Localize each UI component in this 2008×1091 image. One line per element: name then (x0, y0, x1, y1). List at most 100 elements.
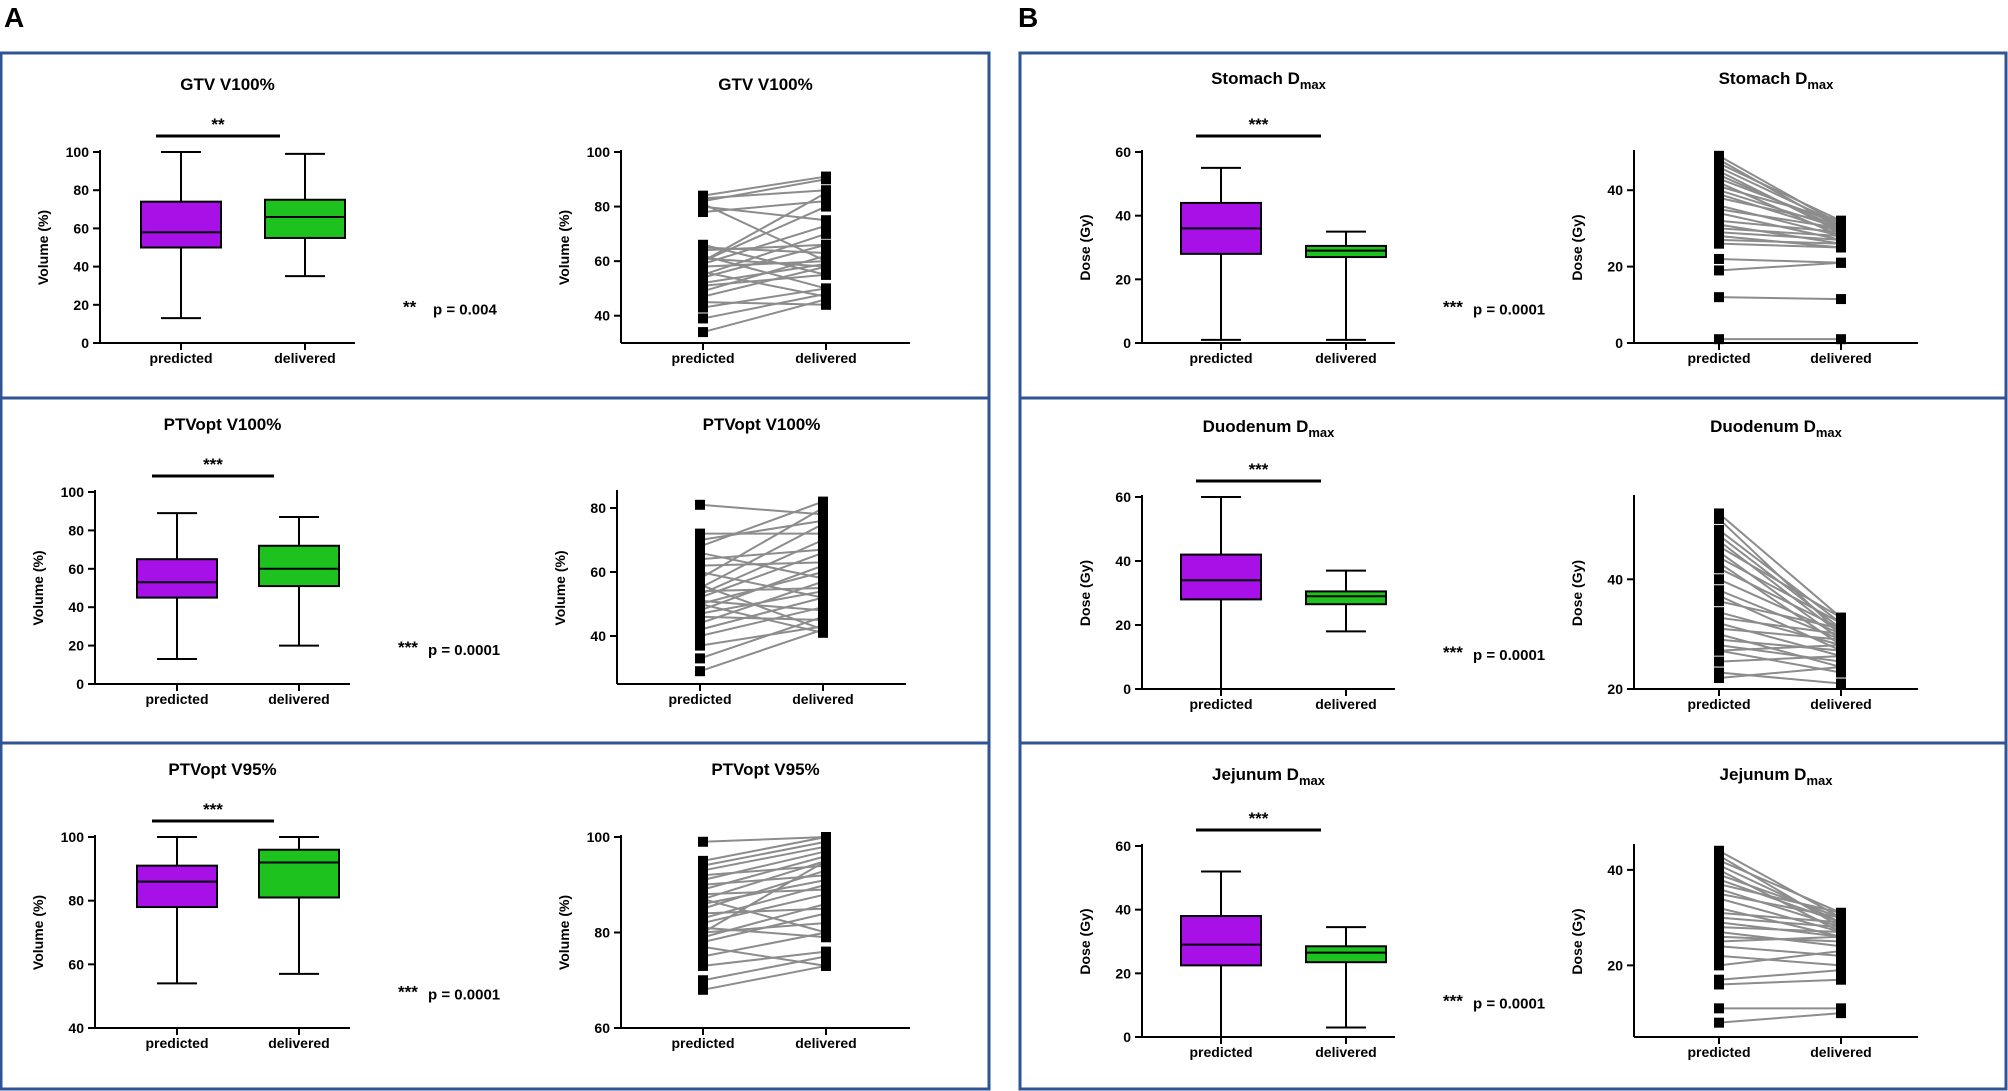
chart-8: Stomach Dmax 0 20 40 predicted delivered Dose … (1569, 69, 1918, 366)
point-predicted (1714, 585, 1724, 596)
point-predicted (1714, 513, 1724, 524)
y-tick-label: 40 (73, 259, 89, 275)
y-axis-label: Volume (%) (552, 550, 568, 625)
point-predicted (1714, 150, 1724, 161)
y-tick-label: 20 (1607, 259, 1623, 275)
point-predicted (698, 256, 708, 267)
point-predicted (698, 201, 708, 212)
point-predicted (1714, 845, 1724, 856)
point-predicted (698, 250, 708, 261)
pair-line (702, 192, 827, 263)
x-tick-label: predicted (1687, 350, 1750, 366)
point-delivered (1836, 912, 1846, 923)
pair-line (699, 571, 824, 605)
pair-line (699, 523, 824, 589)
pair-line (1718, 978, 1842, 986)
point-predicted (1714, 667, 1724, 678)
test-stars: *** (1443, 298, 1463, 317)
point-predicted (698, 267, 708, 278)
y-tick-label: 40 (1607, 182, 1623, 198)
point-delivered (818, 509, 828, 520)
point-predicted (1714, 508, 1724, 519)
pair-line (699, 606, 824, 637)
test-stars: *** (1443, 643, 1463, 662)
pair-line (702, 836, 827, 862)
x-tick-label: predicted (145, 1035, 208, 1051)
pair-line (1718, 883, 1842, 914)
x-tick-label: delivered (1315, 696, 1376, 712)
point-delivered (1836, 960, 1846, 971)
chart-title: PTVopt V95% (711, 760, 819, 779)
pair-line (1718, 235, 1842, 249)
pair-line (1718, 644, 1842, 663)
pair-line (699, 587, 824, 593)
y-tick-label: 20 (1607, 681, 1623, 697)
pair-line (1718, 1012, 1842, 1024)
test-stars: *** (1443, 992, 1463, 1011)
point-predicted (1714, 231, 1724, 242)
pair-line (1718, 649, 1842, 674)
point-predicted (1714, 552, 1724, 563)
point-predicted (695, 608, 705, 619)
point-delivered (1836, 294, 1846, 305)
point-predicted (695, 528, 705, 539)
pair-line (1718, 540, 1842, 635)
point-predicted (695, 554, 705, 565)
panel-frame (1018, 51, 2008, 400)
point-delivered (1836, 922, 1846, 933)
x-tick-label: delivered (795, 350, 856, 366)
pair-line (1718, 242, 1842, 249)
point-predicted (1714, 596, 1724, 607)
y-tick-label: 20 (1115, 965, 1131, 981)
point-predicted (695, 640, 705, 651)
point-delivered (818, 586, 828, 597)
point-delivered (818, 515, 828, 526)
y-tick-label: 40 (1115, 208, 1131, 224)
y-tick-label: 40 (1607, 862, 1623, 878)
pair-line (702, 254, 827, 290)
chart-title: PTVopt V100% (703, 415, 821, 434)
point-delivered (1836, 640, 1846, 651)
point-predicted (1714, 546, 1724, 557)
point-predicted (1714, 253, 1724, 264)
y-tick-label: 100 (587, 829, 611, 845)
pair-line (699, 500, 824, 548)
point-delivered (821, 185, 831, 196)
significance-stars: *** (1249, 809, 1269, 828)
point-delivered (1836, 950, 1846, 961)
x-tick-label: predicted (1687, 1044, 1750, 1060)
point-delivered (821, 832, 831, 842)
significance-stars: *** (1249, 115, 1269, 134)
point-delivered (818, 535, 828, 545)
chart-title: Duodenum Dmax (1203, 417, 1336, 440)
x-tick-label: delivered (792, 691, 853, 707)
y-tick-label: 0 (1123, 1029, 1131, 1045)
point-predicted (1714, 950, 1724, 961)
point-delivered (821, 247, 831, 258)
point-delivered (1836, 629, 1846, 640)
y-tick-label: 60 (68, 561, 84, 577)
point-predicted (1714, 974, 1724, 985)
pair-line (702, 224, 827, 265)
y-tick-label: 80 (594, 199, 610, 215)
significance-stars: ** (211, 115, 225, 134)
point-delivered (818, 592, 828, 603)
y-tick-label: 60 (590, 564, 606, 580)
point-delivered (1836, 634, 1846, 645)
point-delivered (821, 917, 831, 928)
pair-line (702, 836, 827, 843)
y-axis-label: Dose (Gy) (1569, 560, 1585, 626)
pair-line (1718, 193, 1842, 234)
chart-12: Jejunum Dmax 20 40 predicted delivered Dose (… (1569, 765, 1918, 1060)
pair-line (1718, 611, 1842, 647)
point-delivered (818, 567, 828, 577)
pair-line (1718, 671, 1842, 685)
point-predicted (1714, 541, 1724, 552)
pair-line (699, 615, 824, 660)
pair-line (699, 551, 824, 580)
pair-line (1718, 627, 1842, 641)
point-predicted (695, 599, 705, 609)
y-tick-label: 0 (81, 335, 89, 351)
pair-line (702, 205, 827, 263)
pair-line (702, 907, 827, 915)
